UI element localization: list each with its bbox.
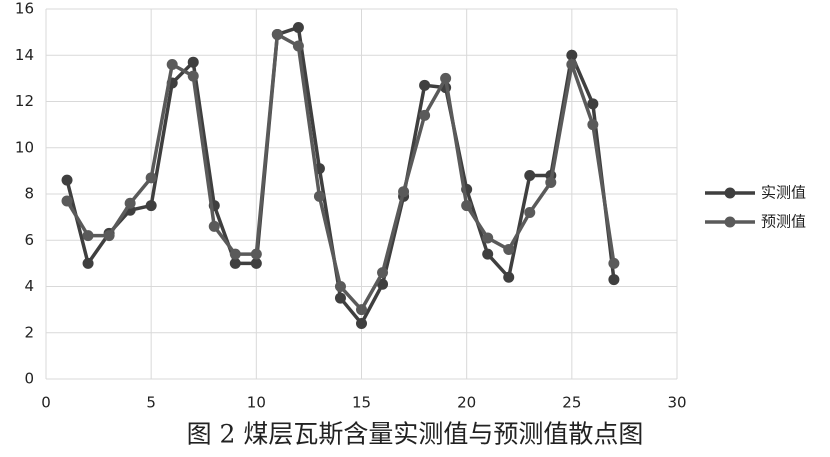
x-tick-label: 15	[352, 394, 371, 412]
point	[61, 195, 73, 207]
point	[292, 40, 304, 52]
y-tick-label: 4	[24, 277, 34, 295]
legend-marker	[724, 216, 736, 228]
point	[145, 172, 157, 184]
point	[292, 22, 304, 33]
y-tick-label: 14	[15, 46, 34, 64]
point	[524, 207, 536, 218]
point	[166, 59, 178, 70]
point	[566, 49, 578, 61]
point	[334, 292, 346, 304]
point	[82, 230, 94, 242]
y-tick-label: 12	[15, 92, 34, 110]
point	[250, 248, 262, 260]
x-tick-label: 25	[562, 394, 581, 412]
point	[313, 190, 325, 202]
point	[419, 109, 431, 121]
point	[250, 257, 262, 269]
point	[61, 174, 73, 186]
point	[482, 232, 494, 244]
point	[377, 267, 389, 279]
point	[271, 28, 283, 40]
point	[334, 281, 346, 292]
point	[587, 98, 599, 110]
point	[587, 119, 599, 131]
legend-label: 预测值	[761, 213, 806, 231]
legend-label: 实测值	[761, 184, 806, 202]
point	[503, 271, 515, 283]
x-tick-label: 10	[247, 394, 266, 412]
point	[145, 200, 157, 212]
caption: 图 2 煤层瓦斯含量实测值与预测值散点图	[187, 420, 644, 449]
point	[440, 72, 452, 84]
y-tick-label: 0	[24, 370, 34, 388]
point	[608, 274, 620, 286]
point	[82, 257, 94, 269]
point	[356, 304, 367, 316]
point	[461, 200, 473, 212]
point	[124, 197, 136, 209]
point	[482, 248, 494, 260]
x-tick-label: 30	[667, 394, 686, 412]
point	[419, 79, 431, 91]
point	[503, 244, 515, 255]
point	[356, 318, 367, 329]
point	[229, 257, 241, 269]
point	[377, 278, 389, 290]
x-tick-label: 0	[41, 394, 51, 412]
point	[566, 59, 578, 70]
y-tick-label: 6	[24, 231, 34, 249]
x-tick-label: 5	[146, 394, 156, 412]
y-tick-label: 10	[15, 138, 34, 156]
point	[103, 230, 115, 242]
x-tick-label: 20	[457, 394, 476, 412]
y-tick-label: 2	[24, 323, 34, 341]
point	[608, 257, 620, 269]
point	[524, 170, 536, 181]
y-tick-label: 8	[24, 185, 34, 203]
point	[187, 56, 199, 68]
point	[545, 176, 557, 188]
point	[208, 220, 220, 232]
point	[187, 70, 199, 82]
point	[398, 186, 410, 198]
point	[229, 248, 241, 260]
y-tick-label: 16	[15, 0, 34, 18]
legend-marker	[724, 187, 736, 199]
